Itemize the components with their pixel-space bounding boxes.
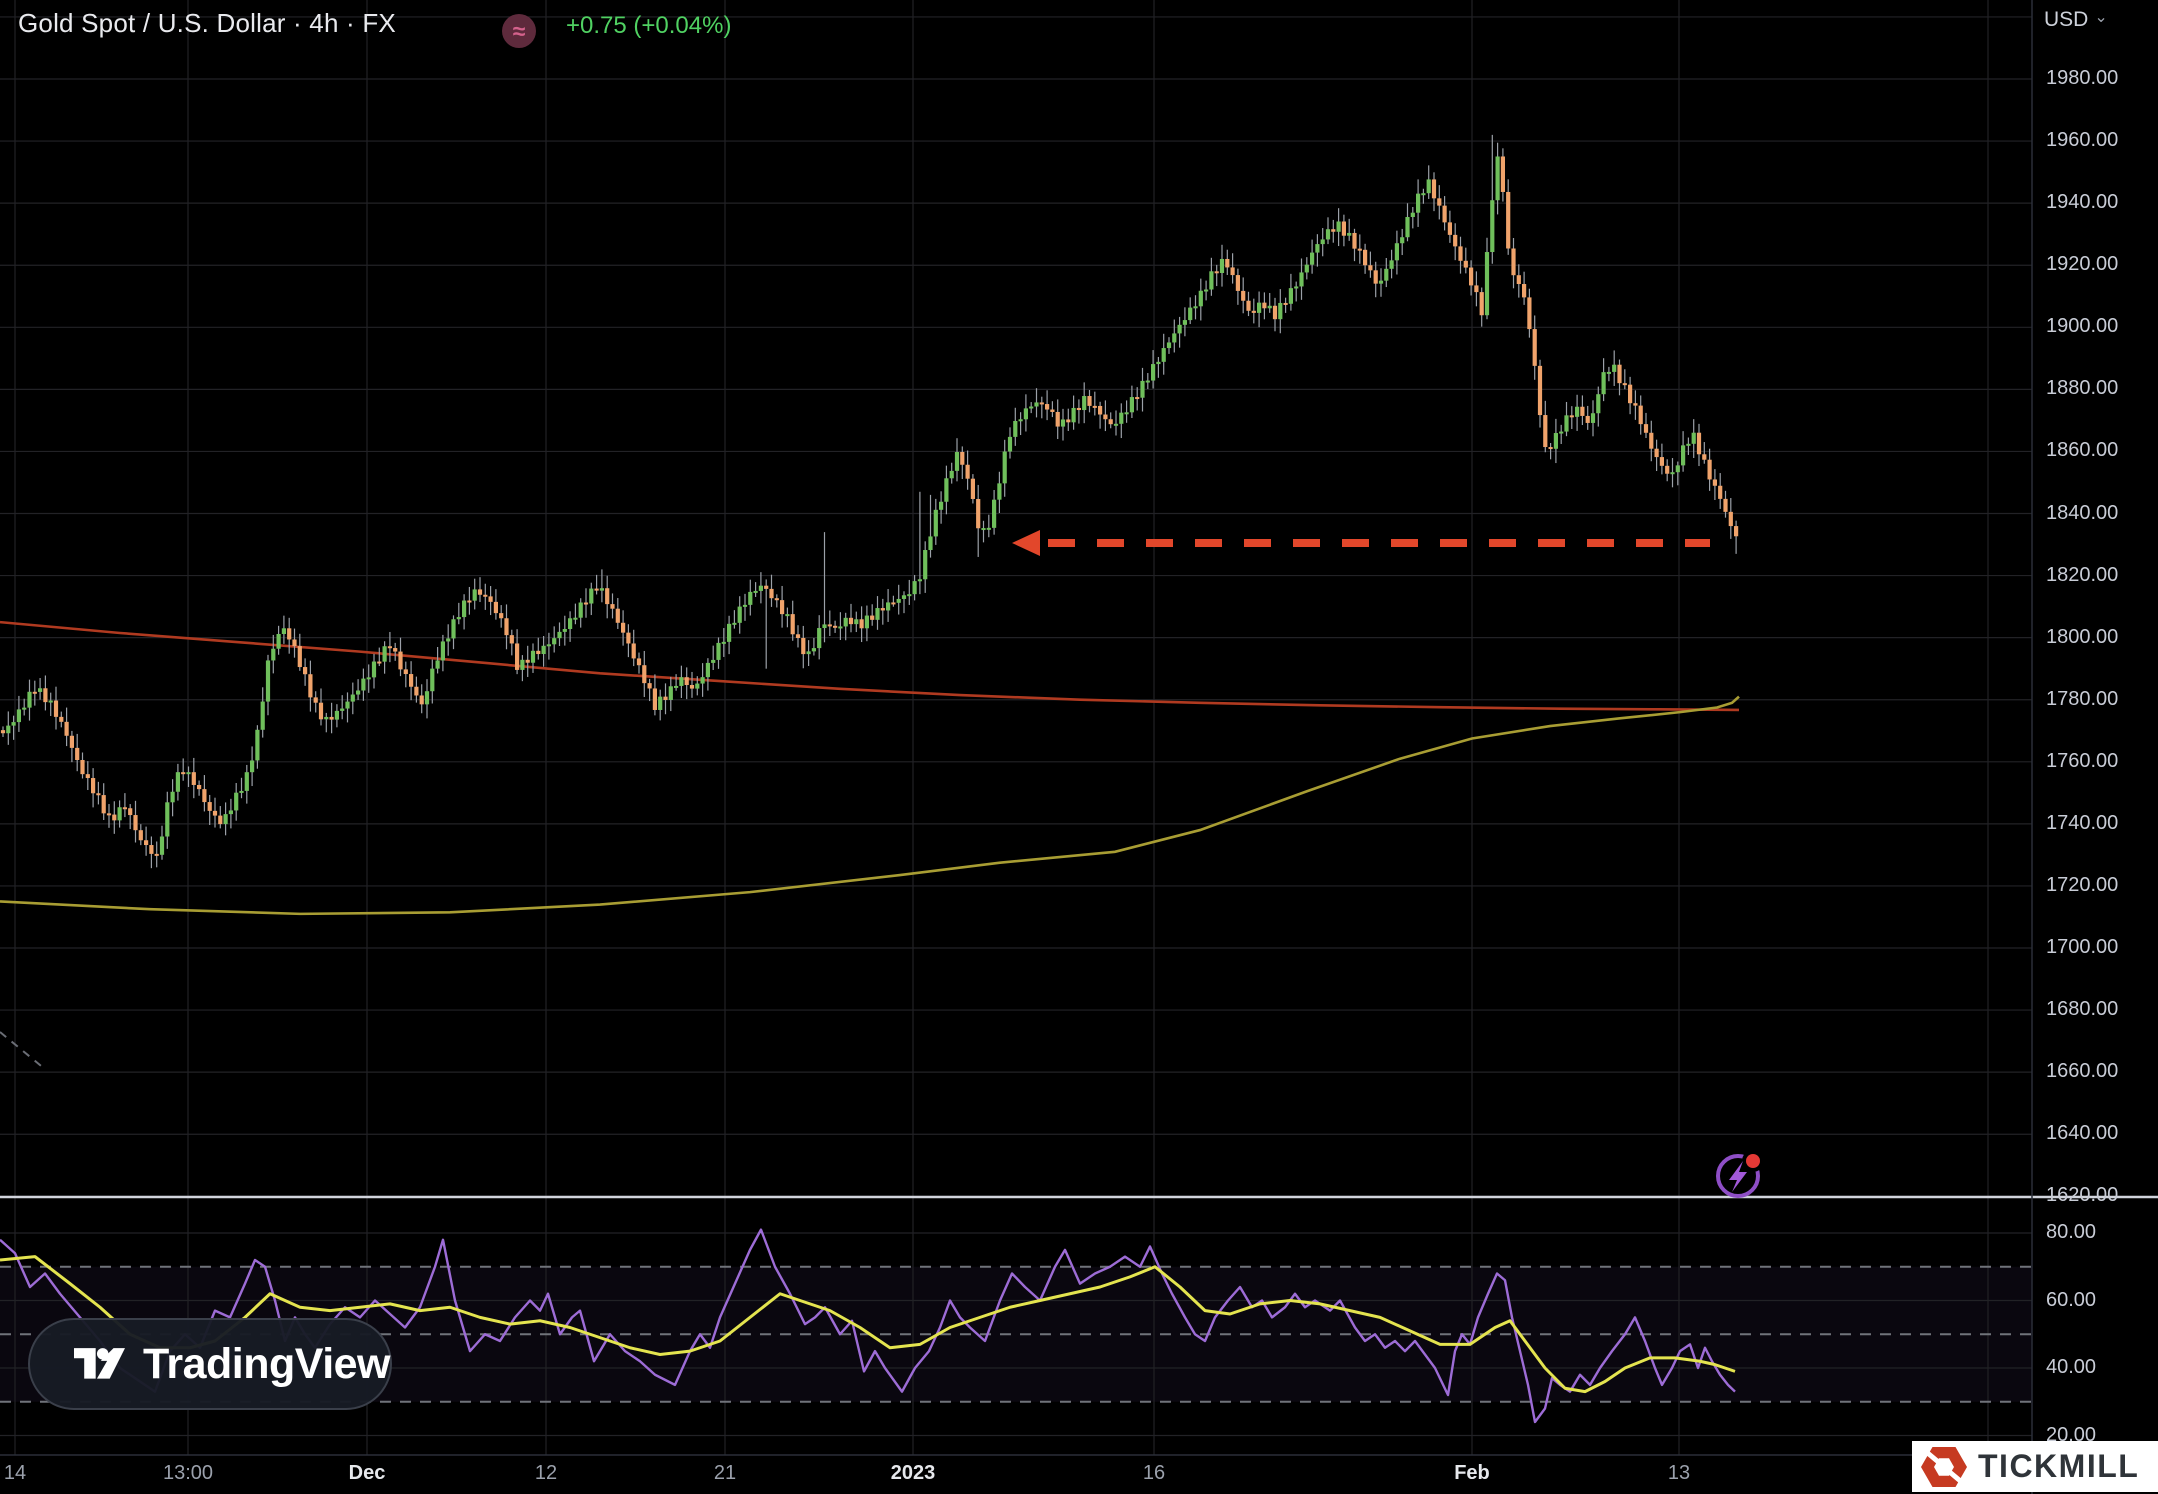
tickmill-logo: TICKMILL	[1912, 1441, 2158, 1492]
price-axis-label: 1680.00	[2046, 998, 2119, 1021]
candlestick-layer	[0, 134, 1739, 869]
time-axis-label: 16	[1142, 1462, 1166, 1484]
rsi-axis-label: 80.00	[2046, 1221, 2097, 1243]
rsi-layer	[0, 1228, 2032, 1424]
tradingview-logo[interactable]: TradingView	[28, 1318, 392, 1410]
price-axis-label: 1620.00	[2046, 1184, 2119, 1207]
price-axis-label: 1720.00	[2046, 873, 2119, 896]
price-axis-label: 1920.00	[2046, 253, 2119, 276]
signal-arrow	[1012, 529, 1710, 556]
quick-action-button[interactable]	[1712, 1148, 1768, 1204]
ma-lines	[0, 620, 1740, 916]
time-axis-label: 13	[1667, 1462, 1691, 1484]
price-axis-label: 1960.00	[2046, 129, 2119, 152]
trendline-fragment	[0, 1031, 47, 1071]
price-axis-label: 1840.00	[2046, 501, 2119, 524]
price-axis-label: 1640.00	[2046, 1122, 2119, 1145]
rsi-axis-label: 60.00	[2046, 1288, 2097, 1311]
time-axis-label: 21	[713, 1462, 737, 1484]
symbol-title: Gold Spot / U.S. Dollar · 4h · FX	[18, 8, 396, 38]
price-axis-label: 1820.00	[2046, 563, 2119, 586]
currency-label: USD	[2044, 8, 2089, 31]
price-axis-label: 1800.00	[2046, 625, 2119, 648]
tradingview-mark-icon	[74, 1348, 125, 1379]
time-axis-label: Feb	[1454, 1462, 1490, 1484]
data-source-badge[interactable]: ≈	[502, 14, 536, 48]
price-change: +0.75 (+0.04%)	[566, 12, 732, 39]
price-axis-label: 1880.00	[2046, 377, 2119, 400]
time-axis-label: 12	[534, 1462, 558, 1484]
grid-layer	[0, 0, 2032, 1455]
tickmill-mark-icon	[1921, 1446, 1967, 1487]
price-axis-label: 1760.00	[2046, 749, 2119, 772]
price-axis-label: 1940.00	[2046, 191, 2119, 214]
time-axis-label: 13:00	[162, 1462, 214, 1484]
approx-icon: ≈	[512, 17, 526, 44]
time-axis-label: 2023	[890, 1462, 936, 1484]
rsi-axis-label: 40.00	[2046, 1356, 2097, 1378]
notification-dot	[1746, 1154, 1760, 1168]
price-axis-label: 1860.00	[2046, 439, 2119, 462]
price-axis-label: 1780.00	[2046, 687, 2119, 710]
tickmill-wordmark: TICKMILL	[1978, 1448, 2140, 1484]
time-axis-label: Dec	[348, 1462, 386, 1484]
currency-selector[interactable]: USD ⌄	[2044, 8, 2108, 32]
price-axis-label: 1980.00	[2046, 67, 2119, 89]
chevron-down-icon: ⌄	[2094, 9, 2108, 26]
time-axis-label: 14	[3, 1462, 27, 1484]
price-axis-label: 1740.00	[2046, 811, 2119, 834]
price-axis-label: 1700.00	[2046, 936, 2119, 958]
tradingview-wordmark: TradingView	[143, 1339, 391, 1388]
price-axis-label: 1900.00	[2046, 315, 2119, 338]
price-axis-label: 1660.00	[2046, 1060, 2119, 1083]
lightning-icon	[1729, 1161, 1747, 1192]
ring-icon	[1716, 1154, 1760, 1198]
rsi-axis-label: 20.00	[2046, 1423, 2097, 1446]
